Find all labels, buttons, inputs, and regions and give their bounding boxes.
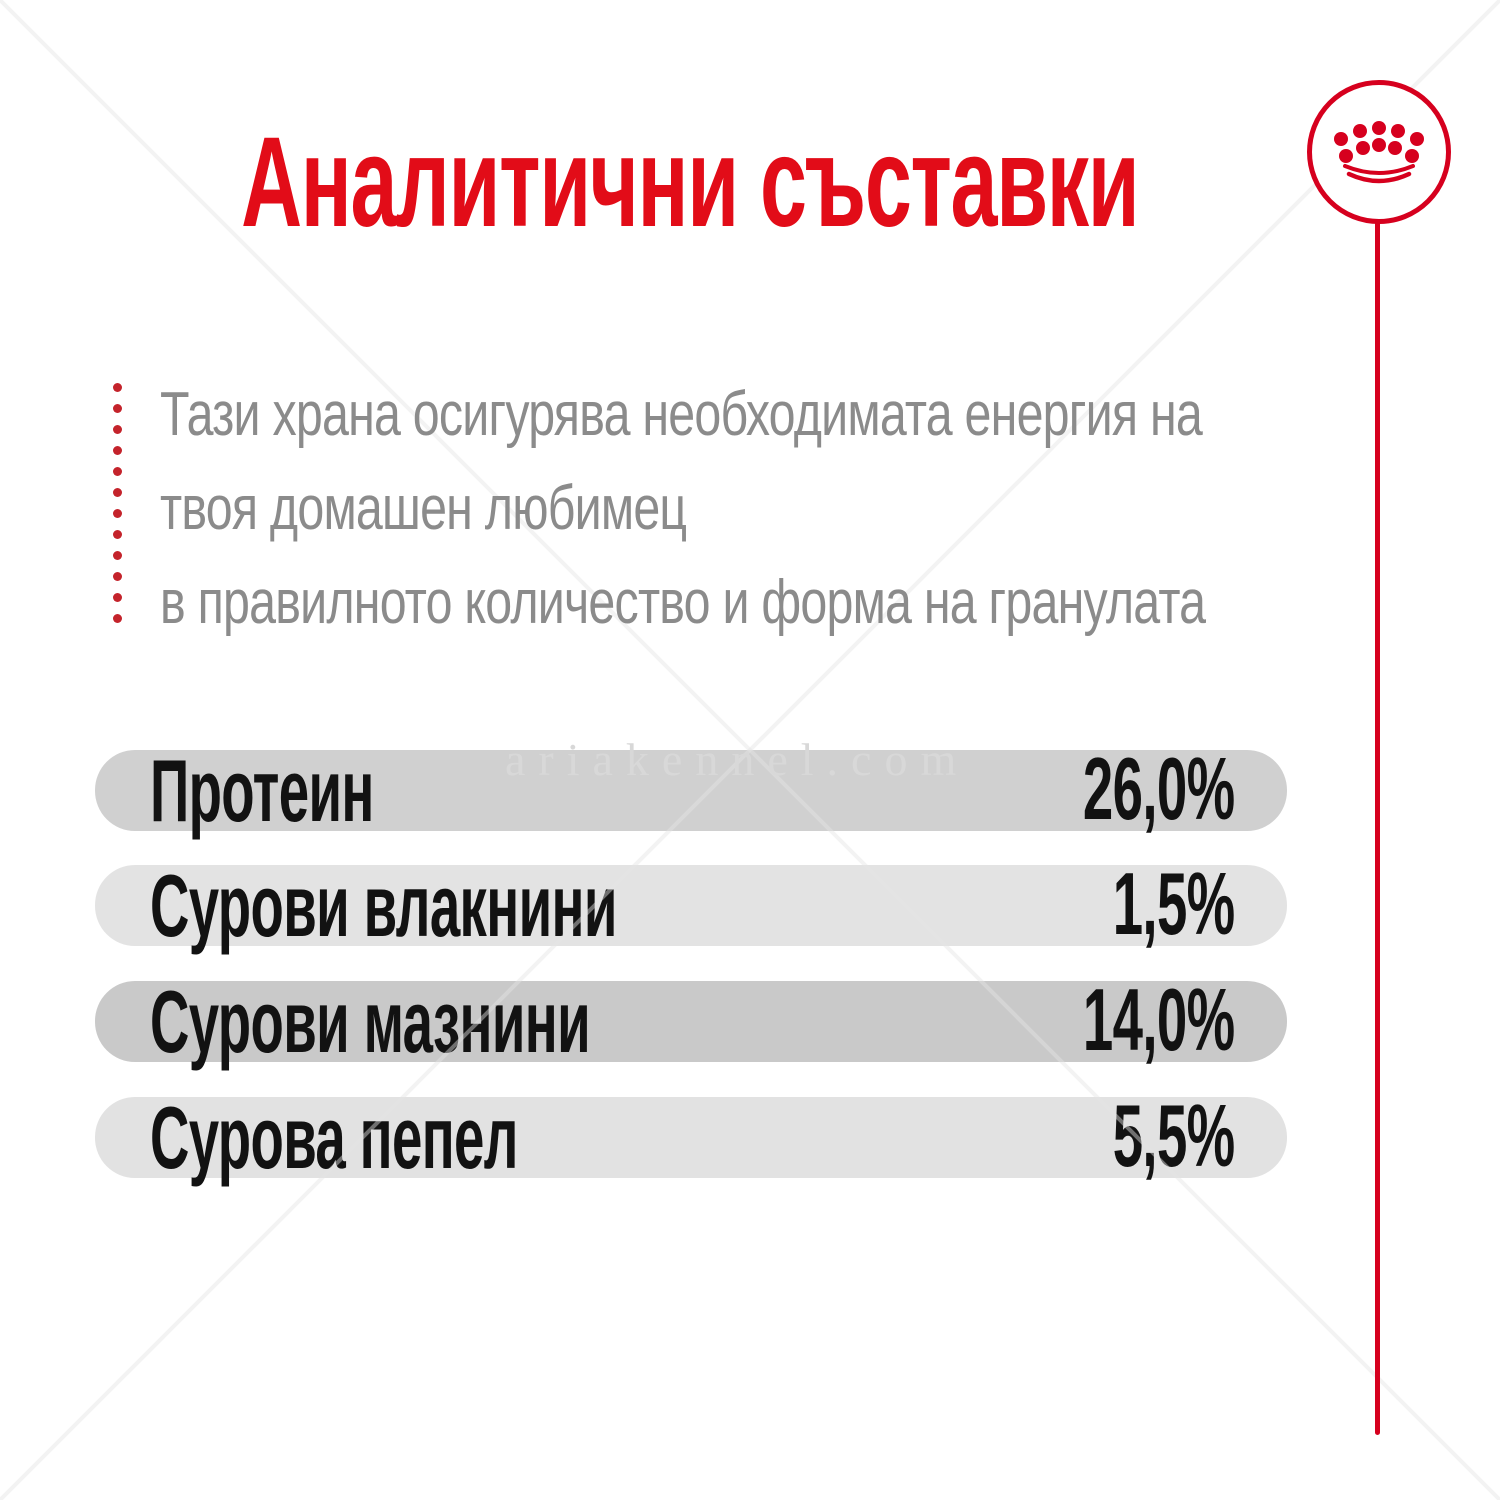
accent-dot <box>113 425 122 434</box>
accent-dot <box>113 404 122 413</box>
description-line: Тази храна осигурява необходимата енерги… <box>160 380 1203 449</box>
nutrient-row-crude-fat: Сурови мазнини 14,0% <box>95 975 1287 1065</box>
nutrient-label: Сурова пепел <box>150 1087 518 1187</box>
accent-dot <box>113 446 122 455</box>
watermark-text: ariakennel.com <box>505 734 970 785</box>
nutrient-label: Сурови мазнини <box>150 971 591 1071</box>
nutrient-value: 5,5% <box>1113 1085 1235 1185</box>
accent-dot <box>113 614 122 623</box>
dotted-accent-line <box>113 383 123 635</box>
nutrient-value: 1,5% <box>1113 853 1235 953</box>
accent-dot <box>113 467 122 476</box>
nutrient-value: 26,0% <box>1083 738 1235 838</box>
nutrient-value: 14,0% <box>1083 969 1235 1069</box>
nutrient-row-crude-fibre: Сурови влакнини 1,5% <box>95 859 1287 949</box>
page-title: Аналитични съставки <box>95 118 1285 248</box>
accent-dot <box>113 488 122 497</box>
accent-dot <box>113 551 122 560</box>
nutrient-row-crude-ash: Сурова пепел 5,5% <box>95 1091 1287 1181</box>
accent-dot <box>113 530 122 539</box>
brand-vertical-line <box>1375 221 1380 1435</box>
nutrient-label: Сурови влакнини <box>150 855 617 955</box>
royal-canin-crown-icon <box>1307 80 1451 224</box>
page-title-text: Аналитични съставки <box>241 111 1140 254</box>
description-line: в правилното количество и форма на грану… <box>160 568 1206 637</box>
accent-dot <box>113 509 122 518</box>
accent-dot <box>113 593 122 602</box>
accent-dot <box>113 383 122 392</box>
description-paragraph: Тази храна осигурява необходимата енерги… <box>160 368 1360 650</box>
accent-dot <box>113 572 122 581</box>
description-line: твоя домашен любимец <box>160 474 687 543</box>
nutrient-label: Протеин <box>150 740 374 840</box>
nutrient-row-protein: Протеин 26,0% <box>95 744 1287 834</box>
